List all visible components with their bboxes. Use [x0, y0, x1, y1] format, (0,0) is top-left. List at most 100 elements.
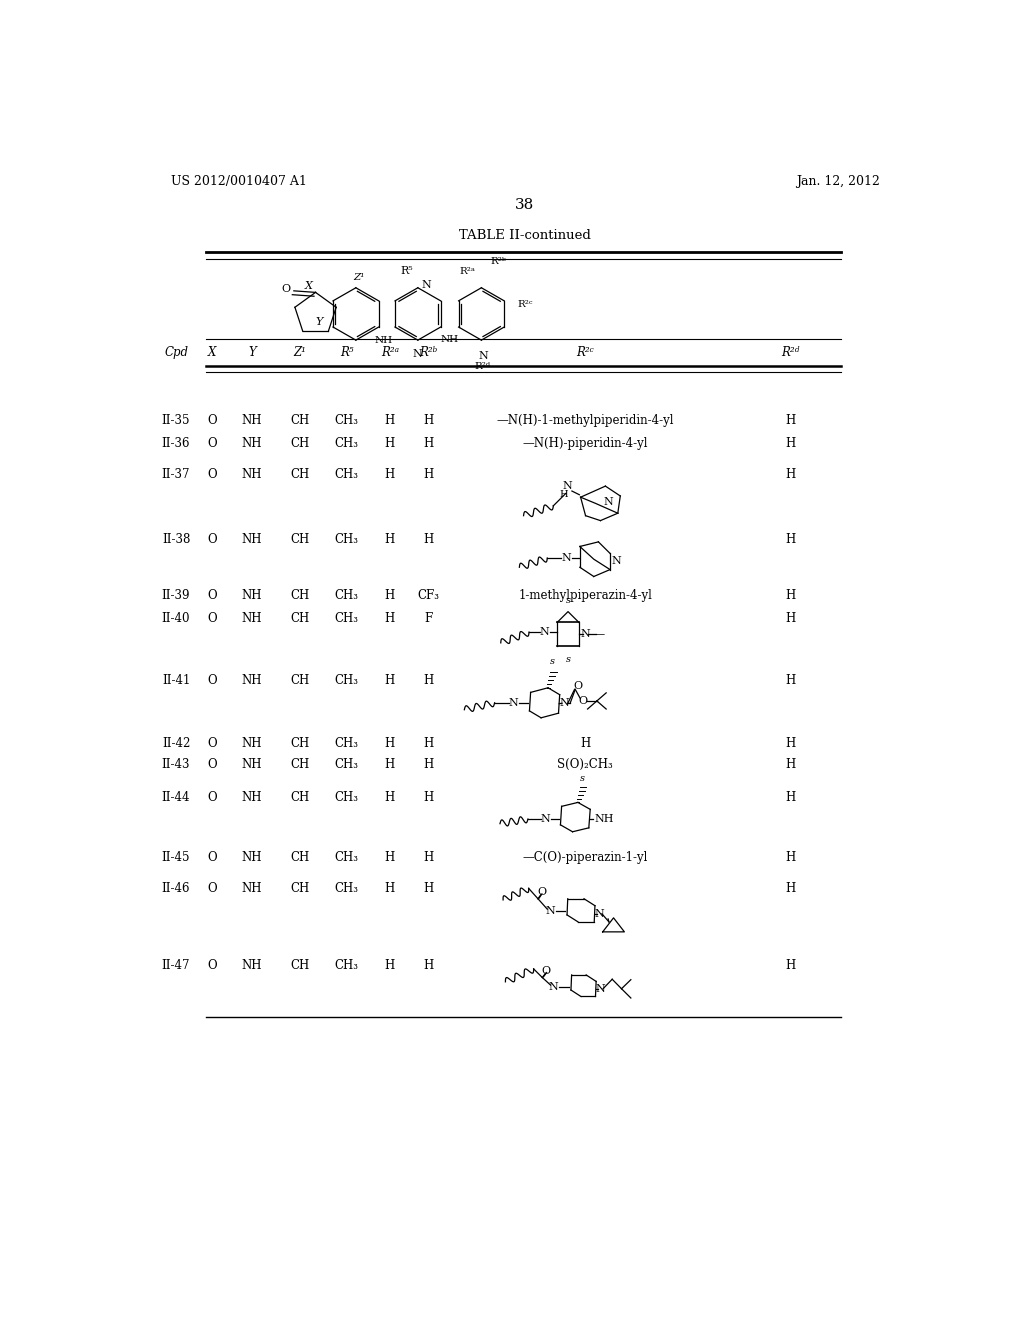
- Text: Cpd: Cpd: [164, 346, 188, 359]
- Text: s: s: [565, 595, 570, 605]
- Text: H: H: [424, 958, 434, 972]
- Text: H: H: [785, 533, 796, 546]
- Text: CH: CH: [291, 437, 309, 450]
- Text: H: H: [424, 737, 434, 750]
- Text: H: H: [424, 851, 434, 865]
- Text: CH: CH: [291, 413, 309, 426]
- Text: II-46: II-46: [162, 882, 190, 895]
- Text: H: H: [785, 791, 796, 804]
- Text: NH: NH: [242, 791, 262, 804]
- Text: H: H: [385, 437, 395, 450]
- Text: H: H: [559, 490, 567, 499]
- Text: N: N: [422, 280, 431, 289]
- Text: NH: NH: [242, 737, 262, 750]
- Text: H: H: [424, 882, 434, 895]
- Text: N: N: [541, 814, 550, 824]
- Text: O: O: [207, 589, 216, 602]
- Text: II-41: II-41: [162, 675, 190, 686]
- Text: II-44: II-44: [162, 791, 190, 804]
- Text: US 2012/0010407 A1: US 2012/0010407 A1: [171, 176, 306, 187]
- Text: O: O: [207, 612, 216, 626]
- Text: NH: NH: [441, 335, 459, 343]
- Text: CH₃: CH₃: [335, 612, 358, 626]
- Text: II-38: II-38: [162, 533, 190, 546]
- Text: CH: CH: [291, 467, 309, 480]
- Text: II-42: II-42: [162, 737, 190, 750]
- Text: Y: Y: [316, 317, 324, 326]
- Text: O: O: [207, 467, 216, 480]
- Text: O: O: [541, 966, 550, 975]
- Text: H: H: [385, 851, 395, 865]
- Text: H: H: [785, 882, 796, 895]
- Text: s: s: [580, 774, 585, 783]
- Text: II-39: II-39: [162, 589, 190, 602]
- Text: CH: CH: [291, 533, 309, 546]
- Text: H: H: [785, 437, 796, 450]
- Text: CH₃: CH₃: [335, 675, 358, 686]
- Text: —N(H)-piperidin-4-yl: —N(H)-piperidin-4-yl: [522, 437, 648, 450]
- Text: —: —: [594, 630, 605, 639]
- Text: CH: CH: [291, 675, 309, 686]
- Text: H: H: [424, 413, 434, 426]
- Text: N: N: [413, 350, 422, 359]
- Text: NH: NH: [242, 533, 262, 546]
- Text: CH₃: CH₃: [335, 533, 358, 546]
- Text: R²ᵈ: R²ᵈ: [475, 362, 492, 371]
- Text: R²ᶜ: R²ᶜ: [517, 300, 532, 309]
- Text: NH: NH: [242, 851, 262, 865]
- Text: —N(H)-1-methylpiperidin-4-yl: —N(H)-1-methylpiperidin-4-yl: [497, 413, 674, 426]
- Text: NH: NH: [242, 675, 262, 686]
- Text: R⁵: R⁵: [340, 346, 353, 359]
- Text: CH₃: CH₃: [335, 851, 358, 865]
- Text: H: H: [385, 791, 395, 804]
- Text: Y: Y: [248, 346, 256, 359]
- Text: II-40: II-40: [162, 612, 190, 626]
- Text: NH: NH: [242, 437, 262, 450]
- Text: NH: NH: [242, 612, 262, 626]
- Text: X: X: [305, 281, 313, 292]
- Text: O: O: [207, 737, 216, 750]
- Text: H: H: [785, 675, 796, 686]
- Text: N: N: [478, 351, 487, 360]
- Text: N: N: [611, 557, 621, 566]
- Text: O: O: [207, 882, 216, 895]
- Text: CH₃: CH₃: [335, 467, 358, 480]
- Text: Jan. 12, 2012: Jan. 12, 2012: [796, 176, 880, 187]
- Text: N: N: [596, 983, 605, 994]
- Text: H: H: [785, 737, 796, 750]
- Text: NH: NH: [374, 337, 392, 346]
- Text: CH: CH: [291, 851, 309, 865]
- Text: R²ᵇ: R²ᵇ: [420, 346, 438, 359]
- Text: H: H: [581, 737, 591, 750]
- Text: CH₃: CH₃: [335, 758, 358, 771]
- Text: H: H: [385, 758, 395, 771]
- Text: Z¹: Z¹: [353, 273, 365, 281]
- Text: 1-methylpiperazin-4-yl: 1-methylpiperazin-4-yl: [518, 589, 652, 602]
- Text: CH₃: CH₃: [335, 791, 358, 804]
- Text: II-36: II-36: [162, 437, 190, 450]
- Text: H: H: [385, 467, 395, 480]
- Text: H: H: [424, 791, 434, 804]
- Text: H: H: [785, 612, 796, 626]
- Text: H: H: [424, 467, 434, 480]
- Text: Z¹: Z¹: [294, 346, 306, 359]
- Text: CH: CH: [291, 791, 309, 804]
- Text: H: H: [785, 589, 796, 602]
- Text: TABLE II-continued: TABLE II-continued: [459, 228, 591, 242]
- Text: O: O: [579, 696, 588, 706]
- Text: O: O: [207, 675, 216, 686]
- Text: CH₃: CH₃: [335, 958, 358, 972]
- Text: CH: CH: [291, 612, 309, 626]
- Text: N: N: [603, 498, 612, 507]
- Text: CH₃: CH₃: [335, 882, 358, 895]
- Text: H: H: [385, 533, 395, 546]
- Text: CH: CH: [291, 882, 309, 895]
- Text: NH: NH: [242, 467, 262, 480]
- Text: —C(O)-piperazin-1-yl: —C(O)-piperazin-1-yl: [522, 851, 648, 865]
- Text: H: H: [424, 437, 434, 450]
- Text: H: H: [424, 758, 434, 771]
- Text: R²ᵈ: R²ᵈ: [781, 346, 800, 359]
- Text: NH: NH: [594, 814, 613, 824]
- Text: O: O: [207, 791, 216, 804]
- Text: NH: NH: [242, 758, 262, 771]
